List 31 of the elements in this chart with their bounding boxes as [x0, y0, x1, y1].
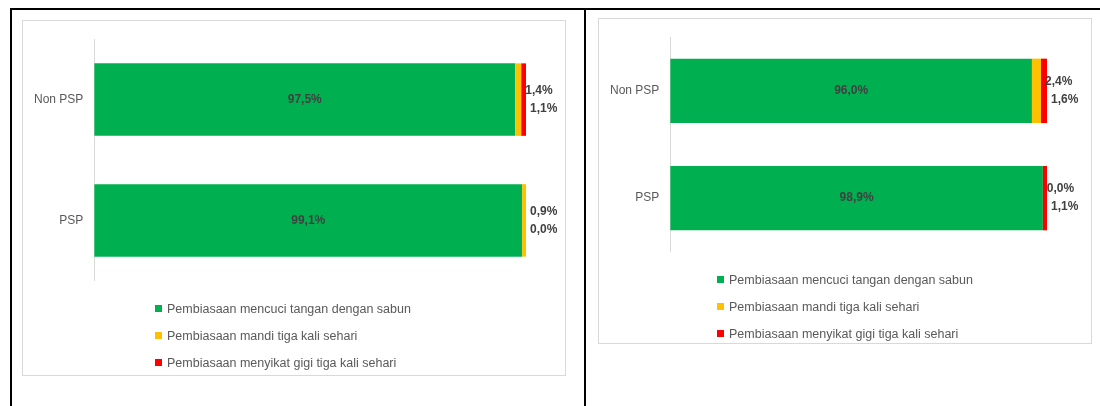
- data-label: 0,0%: [530, 221, 558, 236]
- data-label: 98,9%: [839, 190, 874, 205]
- data-label: 96,0%: [834, 83, 869, 98]
- legend-label: Pembiasaan menyikat gigi tiga kali sehari: [729, 326, 959, 341]
- legend-label: Pembiasaan mandi tiga kali sehari: [729, 299, 920, 314]
- legend-label: Pembiasaan menyikat gigi tiga kali sehari: [167, 355, 397, 370]
- bar: [94, 63, 516, 136]
- bar: [522, 184, 526, 257]
- y-tick-label: Non PSP: [34, 91, 84, 106]
- data-label: 1,1%: [530, 100, 558, 115]
- data-label: 0,9%: [530, 203, 558, 218]
- bar: [670, 58, 1032, 124]
- data-label: 1,6%: [1051, 92, 1079, 107]
- legend-label: Pembiasaan mencuci tangan dengan sabun: [729, 272, 973, 287]
- data-label: 97,5%: [287, 91, 323, 106]
- bar: [521, 63, 526, 136]
- data-label: 1,1%: [1051, 199, 1079, 214]
- bar: [1040, 58, 1047, 124]
- data-label: 99,1%: [291, 212, 326, 227]
- y-tick-label: Non PSP: [610, 83, 660, 98]
- legend-label: Pembiasaan mandi tiga kali sehari: [167, 328, 358, 343]
- bar: [1042, 165, 1047, 231]
- bar: [670, 165, 1043, 231]
- y-tick-label: PSP: [635, 190, 660, 205]
- data-label: 1,4%: [525, 82, 553, 97]
- bar: [515, 63, 522, 136]
- bar: [94, 184, 523, 257]
- bar: [1031, 58, 1041, 124]
- data-label: 0,0%: [1046, 181, 1075, 196]
- legend-label: Pembiasaan mencuci tangan dengan sabun: [167, 301, 411, 316]
- y-tick-label: PSP: [59, 212, 84, 227]
